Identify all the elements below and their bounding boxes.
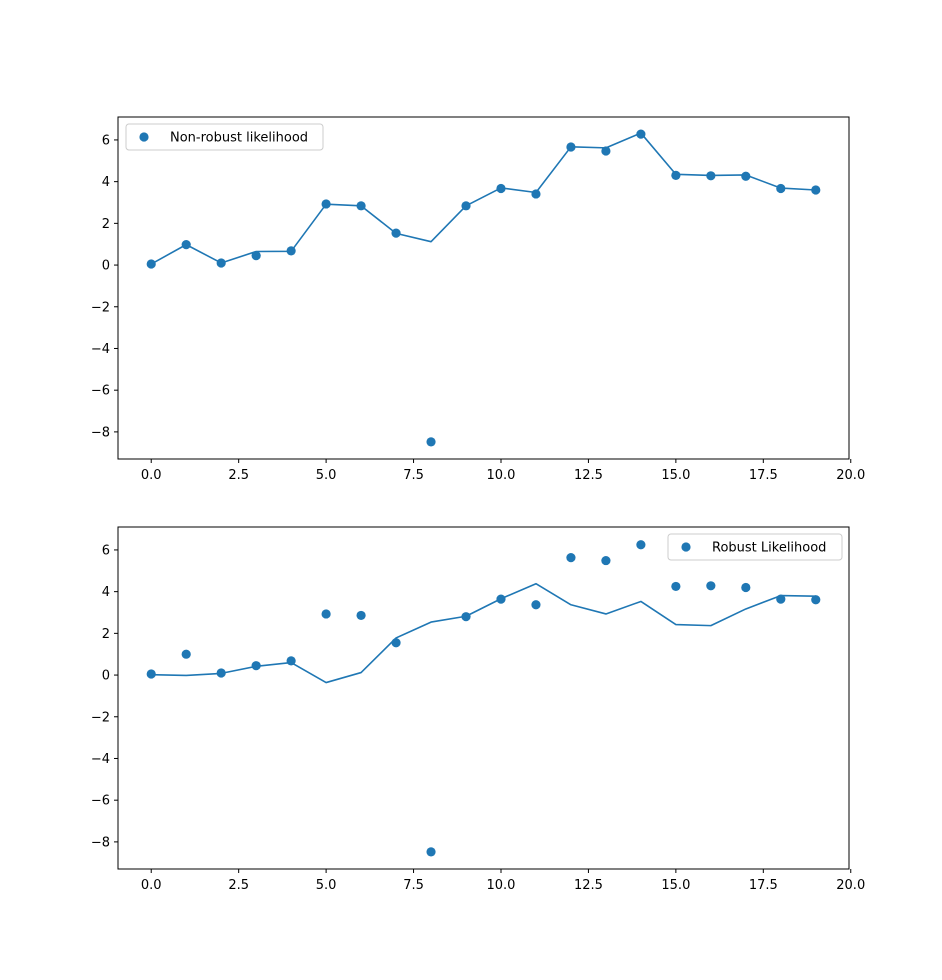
- data-point: [636, 540, 646, 550]
- data-point: [776, 183, 786, 194]
- x-tick-label: 7.5: [403, 878, 424, 893]
- data-point: [146, 669, 156, 679]
- data-point: [356, 201, 366, 211]
- x-tick-label: 0.0: [141, 878, 162, 893]
- legend-box: [125, 123, 324, 151]
- y-tick-label: 4: [102, 585, 110, 600]
- data-point: [566, 142, 576, 152]
- x-tick-label: 12.5: [574, 468, 603, 483]
- legend-box: [667, 533, 843, 561]
- data-point: [601, 555, 611, 566]
- y-tick-label: 4: [102, 175, 110, 190]
- y-tick-label: −2: [91, 710, 110, 725]
- data-point: [251, 661, 261, 671]
- x-tick-label: 7.5: [403, 468, 424, 483]
- data-point: [461, 612, 471, 622]
- y-tick-label: −8: [91, 425, 110, 440]
- x-tick-label: 17.5: [749, 468, 778, 483]
- y-tick-label: 6: [102, 543, 110, 558]
- data-point: [741, 582, 751, 593]
- data-point: [741, 171, 751, 181]
- data-point: [426, 437, 436, 447]
- y-tick-label: −6: [91, 384, 110, 399]
- y-tick-label: −6: [91, 794, 110, 809]
- data-point: [146, 259, 156, 269]
- y-tick-label: 2: [102, 217, 110, 232]
- data-point: [531, 600, 541, 610]
- x-tick-label: 20.0: [836, 468, 865, 483]
- data-point: [776, 594, 786, 604]
- data-point: [251, 251, 261, 261]
- subplot-1: 0.0 2.5 5.0 7.5 10.0 12.5 15.0 17.5 20.0 6 4 2 0 −2 −4…: [91, 116, 865, 483]
- data-point: [181, 240, 191, 250]
- x-tick-label: 12.5: [574, 878, 603, 893]
- x-tick-label: 5.0: [316, 878, 337, 893]
- legend-label: Robust Likelihood: [712, 541, 826, 556]
- y-tick-label: 0: [102, 669, 110, 684]
- x-tick-label: 15.0: [661, 468, 690, 483]
- data-point: [391, 228, 401, 238]
- legend: Non-robust likelihood: [125, 123, 324, 151]
- data-point: [321, 609, 331, 619]
- y-tick-label: 6: [102, 133, 110, 148]
- fitted-line: [150, 132, 816, 265]
- data-point: [706, 171, 716, 181]
- data-point: [811, 595, 821, 605]
- y-tick-label: −2: [91, 300, 110, 315]
- x-tick-label: 10.0: [487, 878, 516, 893]
- subplot-2: 0.0 2.5 5.0 7.5 10.0 12.5 15.0 17.5 20.0 6 4 2 0 −2 −4…: [91, 526, 865, 893]
- legend-marker: [681, 542, 691, 552]
- y-tick-label: −4: [91, 342, 110, 357]
- x-tick-label: 2.5: [228, 468, 249, 483]
- data-point: [531, 189, 541, 199]
- fitted-line: [151, 582, 816, 684]
- data-point: [496, 594, 506, 604]
- data-point: [671, 581, 681, 592]
- x-tick-label: 10.0: [487, 468, 516, 483]
- data-point: [566, 553, 576, 563]
- x-tick-label: 0.0: [141, 468, 162, 483]
- legend: Robust Likelihood: [667, 533, 843, 561]
- data-point: [636, 129, 646, 139]
- data-point: [216, 258, 226, 268]
- data-point: [216, 668, 226, 678]
- data-point: [496, 183, 506, 194]
- y-tick-label: −8: [91, 835, 110, 850]
- y-tick-label: −4: [91, 752, 110, 767]
- data-point: [391, 638, 401, 648]
- data-point: [286, 656, 296, 666]
- data-point: [286, 246, 296, 256]
- x-tick-label: 2.5: [228, 878, 249, 893]
- y-tick-label: 0: [102, 259, 110, 274]
- x-tick-label: 17.5: [749, 878, 778, 893]
- data-point: [706, 581, 716, 591]
- data-point: [321, 199, 331, 209]
- data-point: [181, 649, 191, 659]
- data-point: [461, 201, 471, 211]
- legend-label: Non-robust likelihood: [170, 131, 308, 146]
- x-tick-label: 5.0: [316, 468, 337, 483]
- y-tick-label: 2: [102, 627, 110, 642]
- axes-frame: [117, 526, 850, 870]
- data-point: [601, 146, 611, 156]
- data-point: [811, 185, 821, 195]
- data-point: [671, 170, 681, 180]
- x-tick-label: 20.0: [836, 878, 865, 893]
- legend-marker: [139, 132, 149, 142]
- axes-frame: [117, 116, 850, 460]
- x-tick-label: 15.0: [661, 878, 690, 893]
- data-point: [356, 610, 366, 621]
- data-point: [426, 847, 436, 857]
